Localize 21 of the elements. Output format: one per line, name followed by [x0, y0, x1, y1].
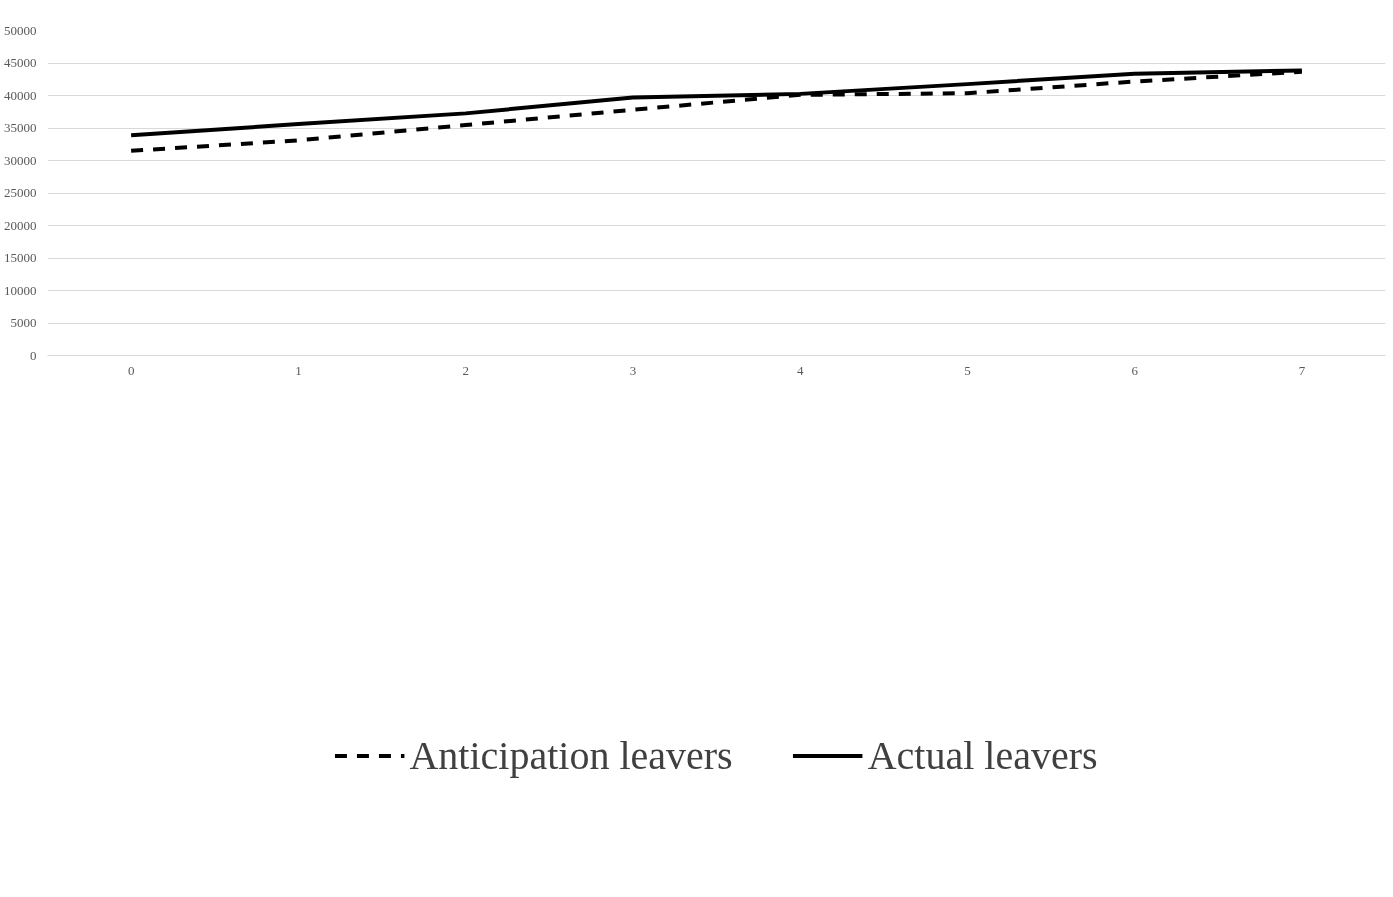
y-tick-label: 15000 — [4, 250, 37, 265]
legend-label: Anticipation leavers — [409, 731, 733, 779]
y-tick-label: 20000 — [4, 217, 37, 233]
y-tick-label: 10000 — [4, 282, 37, 298]
y-tick-label: 50000 — [4, 22, 37, 38]
x-tick-label: 4 — [796, 362, 804, 378]
x-tick-label: 0 — [127, 362, 135, 378]
y-tick-label: 5000 — [10, 315, 37, 330]
x-tick-label: 2 — [462, 362, 469, 378]
y-tick-label: 30000 — [4, 152, 37, 168]
y-tick-label: 45000 — [4, 55, 37, 70]
x-tick-label: 7 — [1298, 362, 1306, 378]
y-tick-label: 0 — [30, 347, 37, 363]
x-tick-label: 5 — [964, 362, 971, 378]
x-tick-label: 6 — [1131, 362, 1139, 378]
x-tick-label: 3 — [629, 362, 637, 378]
y-tick-label: 35000 — [4, 120, 37, 135]
x-tick-label: 1 — [295, 362, 302, 378]
y-tick-label: 40000 — [4, 87, 37, 103]
legend-label: Actual leavers — [867, 731, 1098, 779]
y-tick-label: 25000 — [4, 185, 37, 200]
